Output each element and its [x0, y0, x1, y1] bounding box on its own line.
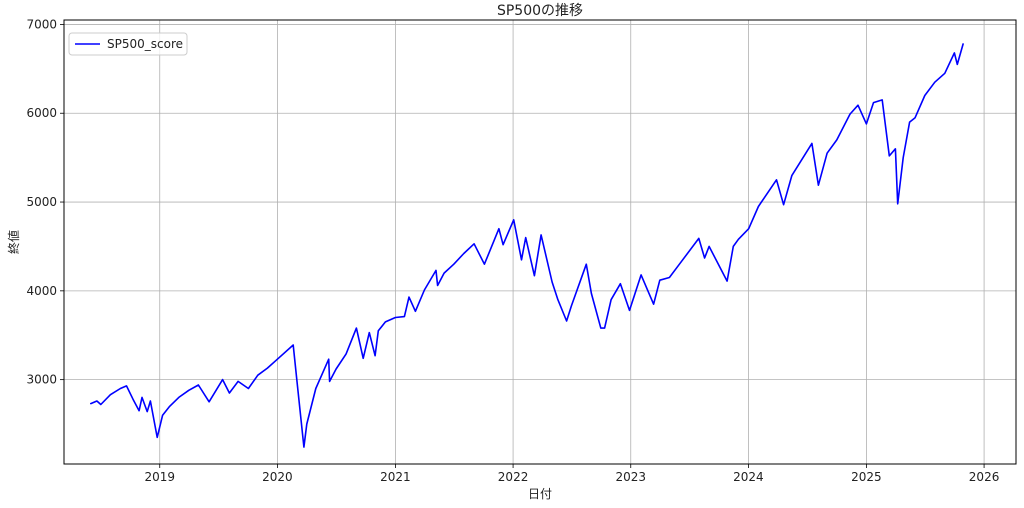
y-tick-label: 4000 [26, 284, 57, 298]
y-tick-label: 5000 [26, 195, 57, 209]
y-tick-label: 3000 [26, 373, 57, 387]
x-tick-label: 2022 [498, 470, 529, 484]
x-tick-label: 2021 [380, 470, 411, 484]
legend: SP500_score [68, 32, 188, 56]
legend-label: SP500_score [107, 37, 183, 51]
axis-ticks: 2019 2020 2021 2022 2023 2024 2025 2026 3000 4000… [26, 17, 999, 484]
x-tick-label: 2023 [615, 470, 646, 484]
y-tick-label: 7000 [26, 17, 57, 31]
chart-title: SP500の推移 [497, 3, 583, 19]
grid-lines [64, 20, 1016, 464]
x-tick-label: 2019 [144, 470, 175, 484]
series-line-sp500-score [90, 43, 964, 448]
x-tick-label: 2024 [733, 470, 764, 484]
x-tick-label: 2025 [851, 470, 882, 484]
y-axis-title: 終値 [6, 230, 21, 254]
y-tick-label: 6000 [26, 106, 57, 120]
plot-frame [63, 19, 1017, 465]
series-layer [90, 43, 964, 448]
x-tick-label: 2026 [969, 470, 1000, 484]
x-axis-title: 日付 [528, 487, 552, 501]
legend-box [68, 32, 188, 56]
x-tick-label: 2020 [262, 470, 293, 484]
